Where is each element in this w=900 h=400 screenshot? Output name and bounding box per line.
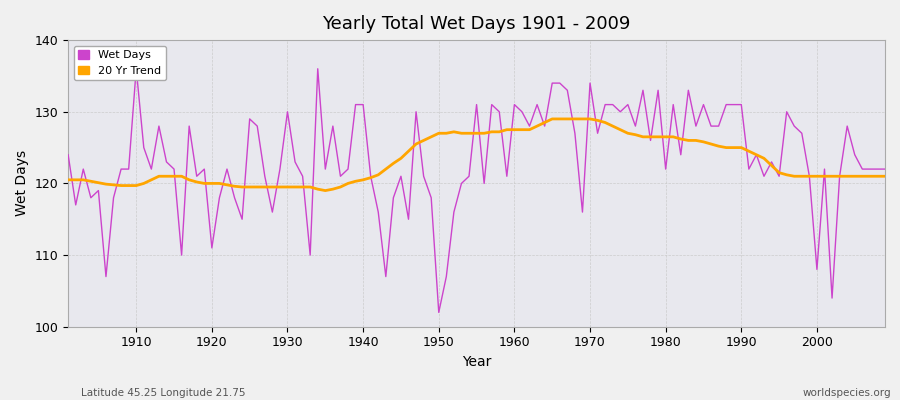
Text: worldspecies.org: worldspecies.org [803,388,891,398]
Title: Yearly Total Wet Days 1901 - 2009: Yearly Total Wet Days 1901 - 2009 [322,15,631,33]
Legend: Wet Days, 20 Yr Trend: Wet Days, 20 Yr Trend [74,46,166,80]
Y-axis label: Wet Days: Wet Days [15,150,29,216]
X-axis label: Year: Year [462,355,491,369]
Text: Latitude 45.25 Longitude 21.75: Latitude 45.25 Longitude 21.75 [81,388,246,398]
